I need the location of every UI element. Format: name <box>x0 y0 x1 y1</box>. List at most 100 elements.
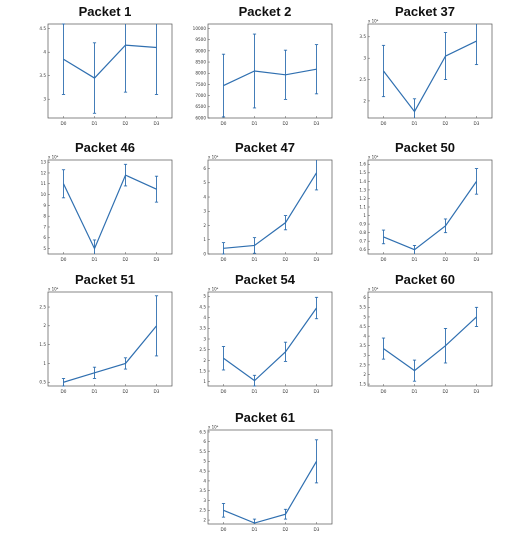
chart-panel: Packet 37 x 10⁴ 2 2.5 3 3.5 D0 D1 D2 D3 <box>350 4 500 134</box>
x-tick-label: D2 <box>443 121 449 126</box>
y-tick-label: 1.5 <box>359 170 366 175</box>
x-tick-label: D2 <box>283 121 289 126</box>
x-tick-label: D1 <box>92 389 98 394</box>
y-tick-label: 2.5 <box>199 508 206 513</box>
y-tick-label: 1.4 <box>359 179 366 184</box>
chart-title: Packet 50 <box>395 140 455 155</box>
y-tick-label: 4 <box>203 315 206 320</box>
y-tick-label: 6.5 <box>199 429 206 434</box>
x-tick-label: D1 <box>252 389 258 394</box>
y-tick-label: 3 <box>203 209 206 214</box>
plot-area: x 10⁴ 0 1 2 3 4 5 6 D0 D1 D2 D3 <box>203 155 333 262</box>
x-tick-label: D2 <box>443 389 449 394</box>
y-tick-label: 0.9 <box>359 221 366 226</box>
y-tick-label: 9500 <box>195 37 206 42</box>
y-tick-label: 2.5 <box>199 347 206 352</box>
x-tick-label: D0 <box>61 257 67 262</box>
x-tick-label: D2 <box>283 257 289 262</box>
chart-title: Packet 46 <box>75 140 135 155</box>
y-tick-label: 5 <box>203 294 206 299</box>
y-exponent-label: x 10⁴ <box>48 287 59 292</box>
chart-panel: Packet 54 x 10⁴ 1 1.5 2 2.5 3 3.5 4 4.5 5 D0 D1 D2 D3 <box>190 272 340 402</box>
plot-area: x 10⁴ 1.5 2 2.5 3 3.5 4 4.5 5 5.5 6 D0 D1 D2 D3 <box>359 287 493 394</box>
chart-panel: Packet 2 6000 6500 7000 7500 8000 8500 9000 9500… <box>190 4 340 134</box>
y-tick-label: 3.5 <box>39 73 46 78</box>
plot-area: x 10⁴ 2 2.5 3 3.5 4 4.5 5 5.5 6 6.5 D0 D1 D2 D3 <box>199 425 333 532</box>
series-line <box>383 40 477 113</box>
x-tick-label: D0 <box>221 121 227 126</box>
y-tick-label: 2 <box>363 372 366 377</box>
y-tick-label: 2.5 <box>359 77 366 82</box>
y-tick-label: 6 <box>43 235 46 240</box>
y-tick-label: 3 <box>363 353 366 358</box>
x-tick-label: D1 <box>412 121 418 126</box>
y-tick-label: 0.6 <box>359 247 366 252</box>
x-tick-label: D3 <box>154 389 160 394</box>
x-tick-label: D3 <box>314 257 320 262</box>
y-exponent-label: x 10⁴ <box>208 425 219 430</box>
x-tick-label: D3 <box>314 121 320 126</box>
x-tick-label: D3 <box>314 389 320 394</box>
chart-title: Packet 37 <box>395 4 455 19</box>
y-tick-label: 11 <box>41 181 47 186</box>
axes-box <box>47 291 173 387</box>
y-tick-label: 4.5 <box>199 469 206 474</box>
y-tick-label: 3 <box>43 97 46 102</box>
axes-box <box>367 159 493 255</box>
y-tick-label: 2 <box>43 323 46 328</box>
chart-panel: Packet 61 x 10⁴ 2 2.5 3 3.5 4 4.5 5 5.5 6 6.5 D0 D1 D2… <box>190 410 340 540</box>
y-tick-label: 5 <box>43 246 46 251</box>
chart-panel: Packet 50 x 10⁴ 0.6 0.7 0.8 0.9 1 1.1 1.2 1.3 1.4 1… <box>350 140 500 270</box>
y-tick-label: 1.5 <box>359 381 366 386</box>
x-tick-label: D0 <box>381 121 387 126</box>
y-tick-label: 4.5 <box>359 324 366 329</box>
y-tick-label: 1.2 <box>359 196 366 201</box>
x-tick-label: D0 <box>381 257 387 262</box>
y-tick-label: 8500 <box>195 59 206 64</box>
y-tick-label: 3.5 <box>199 326 206 331</box>
y-exponent-label: x 10⁴ <box>368 19 379 24</box>
plot-area: 6000 6500 7000 7500 8000 8500 9000 9500 10000 D0 D… <box>193 23 333 126</box>
chart-panel: Packet 1 3 3.5 4 4.5 D0 D1 D2 D3 <box>30 4 180 134</box>
y-tick-label: 1.5 <box>199 368 206 373</box>
x-tick-label: D1 <box>412 389 418 394</box>
y-tick-label: 1.3 <box>359 187 366 192</box>
y-exponent-label: x 10⁴ <box>368 155 379 160</box>
y-tick-label: 4 <box>203 478 206 483</box>
y-tick-label: 10000 <box>193 26 207 31</box>
y-tick-label: 0.8 <box>359 230 366 235</box>
y-tick-label: 4 <box>203 194 206 199</box>
x-tick-label: D1 <box>92 121 98 126</box>
x-tick-label: D3 <box>474 257 480 262</box>
y-tick-label: 5 <box>203 459 206 464</box>
chart-title: Packet 2 <box>238 4 292 19</box>
axes-box <box>367 291 493 387</box>
axes-box <box>47 23 173 119</box>
y-exponent-label: x 10⁴ <box>48 155 59 160</box>
x-tick-label: D0 <box>381 389 387 394</box>
y-tick-label: 4.5 <box>39 26 46 31</box>
plot-area: x 10⁴ 1 1.5 2 2.5 3 3.5 4 4.5 5 D0 D1 D2 D3 <box>199 287 333 394</box>
y-tick-label: 2.5 <box>359 362 366 367</box>
chart-panel: Packet 47 x 10⁴ 0 1 2 3 4 5 6 D0 D1 D2 D3 <box>190 140 340 270</box>
y-exponent-label: x 10⁴ <box>208 287 219 292</box>
series-line <box>383 181 477 251</box>
y-tick-label: 10 <box>41 192 47 197</box>
y-tick-label: 3.5 <box>359 343 366 348</box>
x-tick-label: D3 <box>154 257 160 262</box>
y-tick-label: 13 <box>41 160 47 165</box>
series-line <box>62 174 157 251</box>
y-tick-label: 2 <box>363 98 366 103</box>
x-tick-label: D1 <box>252 527 258 532</box>
y-tick-label: 3 <box>363 56 366 61</box>
chart-panel: Packet 60 x 10⁴ 1.5 2 2.5 3 3.5 4 4.5 5 5.5 6 D0 D1 D2… <box>350 272 500 402</box>
y-tick-label: 1 <box>203 379 206 384</box>
y-tick-label: 5 <box>363 314 366 319</box>
x-tick-label: D0 <box>221 389 227 394</box>
y-tick-label: 1 <box>43 361 46 366</box>
series-line <box>63 44 157 79</box>
y-tick-label: 6000 <box>195 115 206 120</box>
y-tick-label: 5.5 <box>199 449 206 454</box>
y-tick-label: 4 <box>363 334 366 339</box>
x-tick-label: D2 <box>283 527 289 532</box>
